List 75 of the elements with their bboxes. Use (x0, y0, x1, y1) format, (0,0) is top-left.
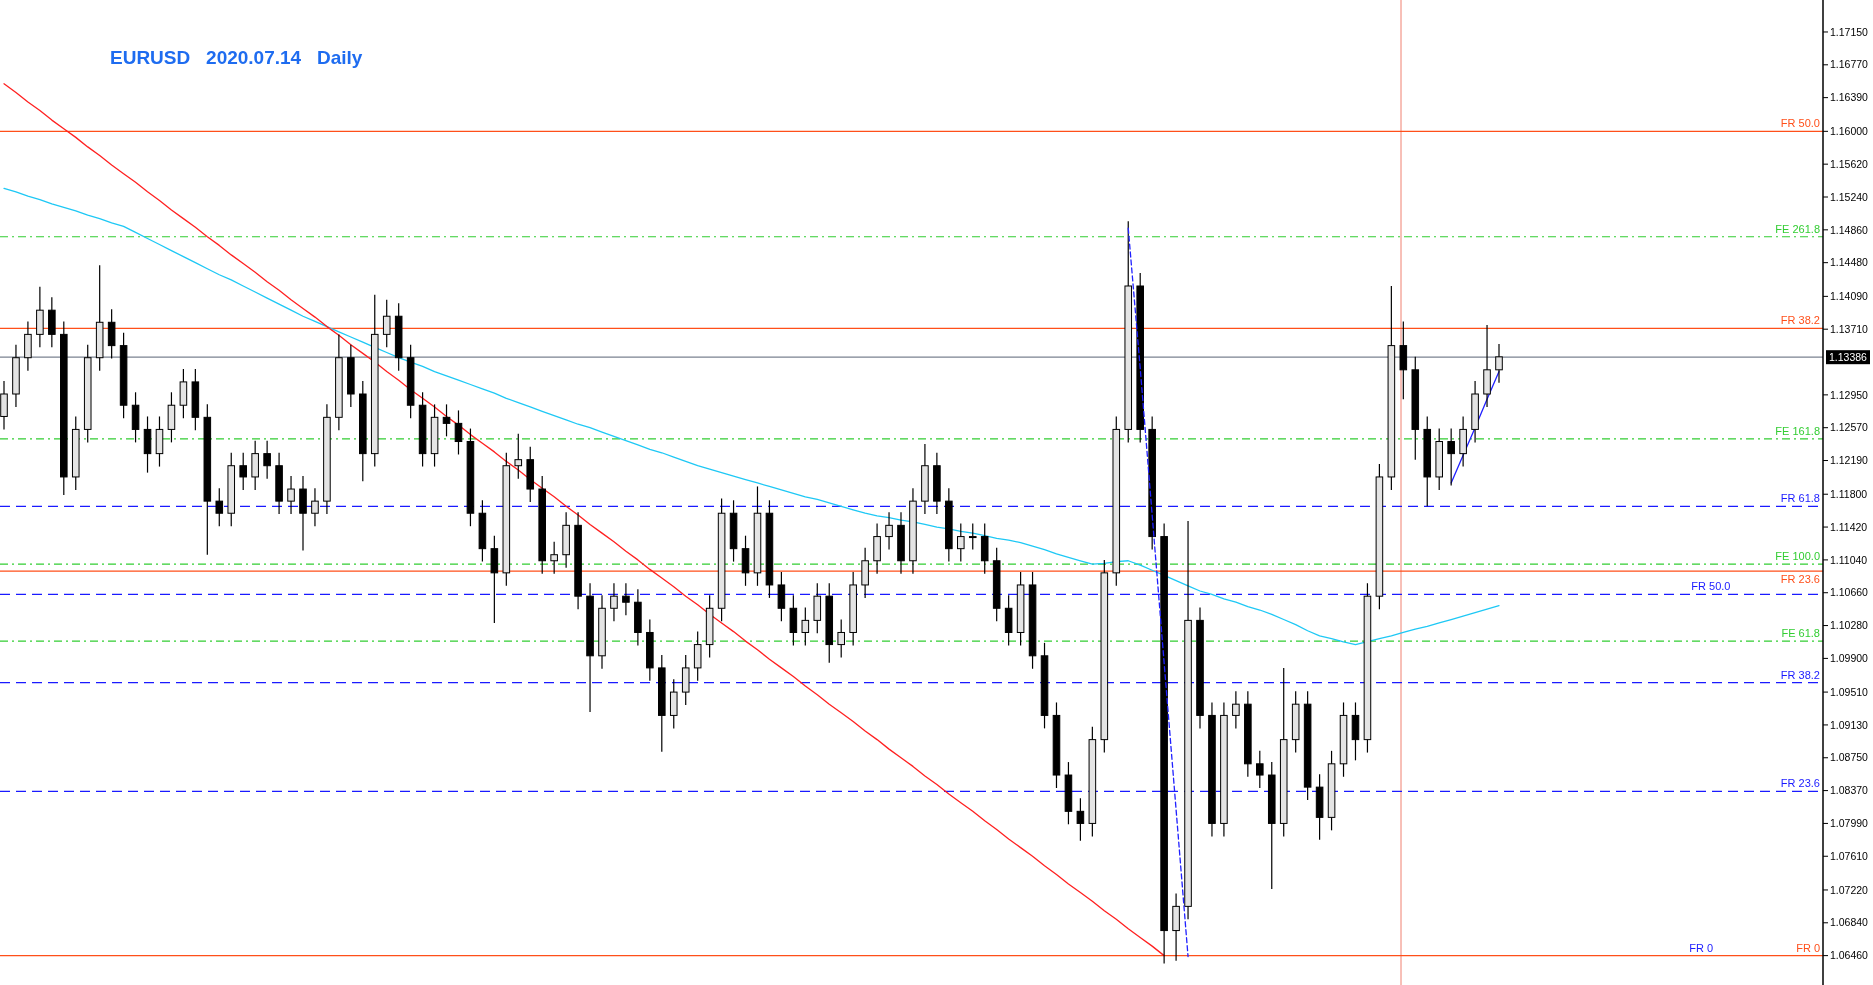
y-tick-label: 1.12570 (1830, 421, 1869, 434)
candlestick (968, 523, 977, 551)
candlestick (550, 541, 558, 575)
candlestick (1447, 427, 1455, 487)
candlestick (382, 299, 391, 348)
candlestick (215, 487, 224, 527)
candlestick (693, 631, 702, 682)
ref-line-label: FE 161.8 (1775, 424, 1820, 437)
ref-line-label: FR 0 (1796, 941, 1820, 954)
y-tick-label: 1.10660 (1830, 586, 1869, 599)
y-tick-label: 1.06840 (1830, 916, 1869, 929)
ref-line-label: FR 61.8 (1780, 492, 1820, 505)
y-tick-label: 1.08750 (1830, 751, 1869, 764)
candlestick (610, 582, 618, 622)
ref-line-label: FR 50.0 (1691, 580, 1731, 593)
candlestick (622, 582, 630, 616)
candlestick (311, 487, 319, 527)
candlestick (179, 368, 188, 419)
candlestick (957, 523, 965, 563)
ref-line-label: FR 38.2 (1780, 668, 1820, 681)
ref-line-label: FR 50.0 (1780, 117, 1820, 130)
y-tick-label: 1.16770 (1830, 58, 1869, 71)
candlestick (0, 380, 8, 431)
line-series (3, 187, 1500, 646)
candlestick (239, 452, 247, 491)
y-tick-label: 1.13710 (1830, 322, 1869, 335)
y-tick-label: 1.16390 (1830, 91, 1869, 104)
candlestick (287, 475, 295, 515)
y-tick-label: 1.15620 (1830, 157, 1869, 170)
y-tick-label: 1.17150 (1830, 25, 1869, 38)
y-tick-label: 1.06460 (1830, 949, 1869, 962)
candlestick (801, 606, 810, 647)
candlestick (1495, 343, 1503, 384)
candlestick (263, 440, 271, 480)
y-tick-label: 1.14860 (1830, 223, 1869, 236)
candlestick (442, 403, 451, 437)
candlestick (251, 440, 259, 491)
candlestick (24, 320, 32, 372)
y-tick-label: 1.14090 (1830, 290, 1869, 303)
y-tick-label: 1.11040 (1830, 553, 1868, 566)
annotation: FR 0 (1689, 941, 1713, 954)
y-tick-label: 1.12190 (1830, 454, 1869, 467)
y-tick-label: 1.11800 (1830, 487, 1868, 500)
candlestick (777, 571, 786, 622)
ref-line-label: 1.13386 (1829, 350, 1868, 363)
y-tick-label: 1.10280 (1830, 619, 1869, 632)
line-series (3, 83, 1165, 957)
y-tick-label: 1.07990 (1830, 817, 1869, 830)
ref-line-label: FE 100.0 (1775, 550, 1820, 563)
candlestick (1256, 750, 1264, 789)
y-tick-label: 1.07610 (1830, 849, 1869, 862)
candlestick (514, 433, 523, 480)
candlestick (669, 678, 678, 729)
candlestick (1076, 797, 1085, 842)
y-tick-label: 1.07220 (1830, 883, 1869, 896)
ref-line-label: FR 23.6 (1780, 573, 1820, 586)
y-tick-label: 1.16000 (1830, 125, 1869, 138)
y-tick-label: 1.11420 (1830, 520, 1868, 533)
ref-line-label: FE 261.8 (1775, 222, 1820, 235)
y-tick-label: 1.09510 (1830, 685, 1869, 698)
y-tick-label: 1.09900 (1830, 652, 1869, 665)
candlestick (837, 618, 845, 659)
candlestick (1232, 690, 1240, 729)
candlestick (885, 511, 893, 551)
text: EURUSD 2020.07.14 Daily (110, 47, 363, 68)
y-tick-label: 1.15240 (1830, 190, 1869, 203)
y-tick-label: 1.14480 (1830, 256, 1869, 269)
ref-line-label: FE 61.8 (1781, 627, 1820, 640)
y-tick-label: 1.09130 (1830, 718, 1869, 731)
y-tick-label: 1.08370 (1830, 784, 1869, 797)
ref-line-label: FR 38.2 (1780, 314, 1820, 327)
ref-line-label: FR 23.6 (1780, 777, 1820, 790)
candlestick (107, 308, 116, 360)
y-tick-label: 1.12950 (1830, 388, 1869, 401)
candlestick (454, 409, 463, 456)
